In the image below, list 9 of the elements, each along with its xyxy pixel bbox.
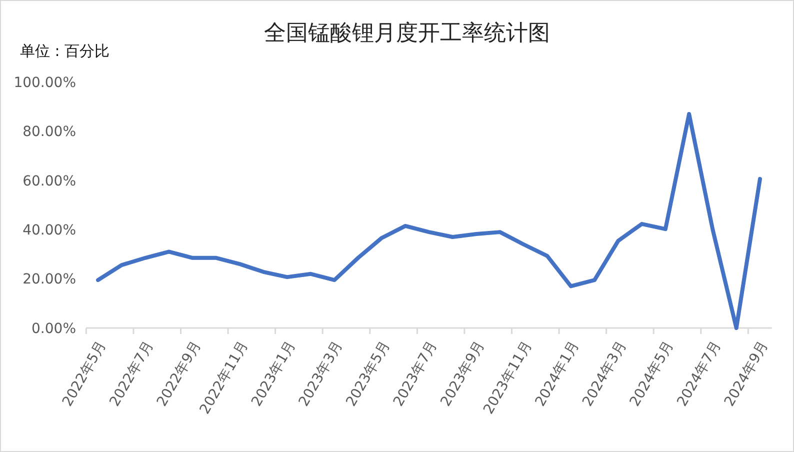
y-tick-label: 20.00% — [22, 272, 76, 288]
y-tick-label: 0.00% — [32, 320, 76, 337]
y-tick-label: 80.00% — [22, 124, 76, 140]
chart-title: 全国锰酸锂月度开工率统计图 — [264, 21, 550, 46]
y-tick-label: 100.00% — [14, 74, 76, 91]
y-tick-label: 40.00% — [22, 222, 76, 238]
y-axis-title: 单位 : 百分比 — [20, 42, 110, 60]
line-series — [96, 112, 762, 330]
y-tick-label: 60.00% — [22, 173, 76, 190]
